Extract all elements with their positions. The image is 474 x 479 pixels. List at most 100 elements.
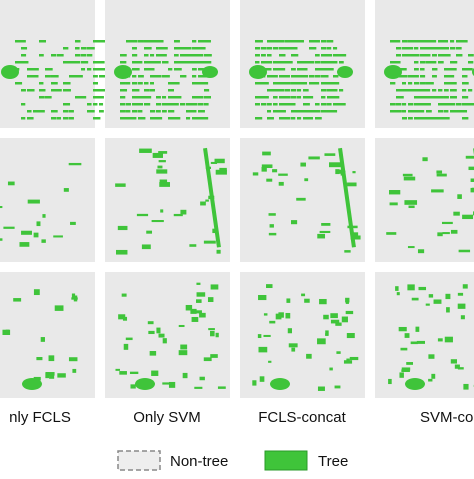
- tree-patch: [269, 233, 276, 235]
- tree-patch: [315, 110, 321, 113]
- tree-patch: [33, 110, 40, 113]
- column-label: Only SVM: [133, 409, 201, 426]
- tree-patch: [438, 117, 444, 120]
- tree-patch: [93, 89, 100, 92]
- tree-patch: [255, 103, 260, 106]
- tree-patch: [417, 341, 425, 344]
- tree-patch: [426, 110, 432, 113]
- tree-patch: [309, 110, 315, 113]
- tree-patch: [120, 110, 126, 113]
- tree-patch: [306, 354, 312, 359]
- tree-patch: [303, 103, 310, 106]
- tree-patch: [408, 47, 413, 50]
- tree-patch: [402, 40, 408, 43]
- tree-patch: [204, 89, 209, 92]
- tree-patch: [426, 54, 430, 57]
- tree-patch: [156, 117, 162, 120]
- tree-patch: [49, 373, 54, 379]
- tree-patch: [303, 117, 310, 120]
- tree-patch: [273, 89, 280, 92]
- tree-patch: [462, 103, 469, 106]
- tree-patch: [315, 82, 319, 85]
- tree-patch: [261, 54, 266, 57]
- tree-patch: [169, 382, 175, 388]
- tree-patch: [468, 167, 474, 170]
- tree-patch: [327, 68, 334, 71]
- tree-patch: [408, 54, 414, 57]
- tree-patch: [21, 89, 26, 92]
- tree-patch: [432, 89, 436, 92]
- tree-patch: [36, 357, 42, 360]
- tree-patch: [335, 386, 341, 389]
- tree-patch: [426, 89, 430, 92]
- tree-patch: [291, 54, 298, 57]
- tree-patch: [162, 75, 170, 78]
- tree-patch: [339, 103, 346, 106]
- tree-patch: [174, 40, 180, 43]
- tree-patch: [264, 313, 268, 315]
- tree-patch: [279, 47, 286, 50]
- tree-patch: [276, 314, 282, 320]
- tree-patch: [41, 337, 45, 342]
- tree-patch: [317, 234, 325, 239]
- tree-patch: [192, 103, 198, 106]
- tree-patch: [352, 171, 355, 173]
- tree-patch: [339, 61, 344, 64]
- tree-patch: [21, 231, 32, 235]
- tree-patch: [404, 177, 415, 181]
- tree-patch: [269, 213, 276, 216]
- tree-patch: [327, 89, 334, 92]
- tree-patch: [34, 233, 39, 238]
- tree-patch: [186, 47, 192, 50]
- tree-patch: [420, 75, 425, 78]
- tree-patch: [333, 89, 337, 92]
- tree-patch: [458, 293, 463, 296]
- tree-patch: [159, 334, 165, 338]
- tree-patch: [285, 61, 293, 64]
- tree-patch: [321, 110, 327, 113]
- tree-patch: [196, 299, 202, 303]
- tree-patch: [21, 61, 28, 64]
- column-label: nly FCLS: [9, 409, 71, 426]
- tree-patch: [279, 75, 286, 78]
- tree-patch: [431, 189, 444, 192]
- tree-patch: [93, 75, 98, 78]
- tree-patch: [204, 96, 211, 99]
- tree-patch: [262, 167, 267, 172]
- tree-patch: [63, 110, 69, 113]
- tree-patch: [81, 47, 87, 50]
- tree-patch: [399, 327, 407, 331]
- tree-patch: [34, 289, 40, 295]
- tree-patch: [39, 110, 45, 113]
- tree-patch: [138, 40, 144, 43]
- tree-patch: [327, 103, 332, 106]
- tree-patch: [390, 40, 396, 43]
- tree-patch: [462, 215, 473, 219]
- tree-patch: [198, 103, 204, 106]
- tree-patch: [160, 209, 163, 212]
- tree-patch: [324, 153, 335, 156]
- tree-patch: [87, 68, 91, 71]
- tree-patch: [315, 40, 320, 43]
- tree-patch: [396, 40, 400, 43]
- tree-patch: [321, 89, 327, 92]
- tree-patch: [168, 89, 174, 92]
- tree-patch: [132, 110, 138, 113]
- tree-patch: [273, 47, 278, 50]
- tree-patch: [75, 54, 81, 57]
- tree-patch: [51, 89, 58, 92]
- tree-patch: [438, 61, 444, 64]
- tree-patch: [402, 367, 410, 370]
- tree-patch: [270, 224, 274, 227]
- tree-patch: [346, 311, 353, 314]
- tree-patch: [144, 68, 151, 71]
- tree-patch: [462, 117, 468, 120]
- tree-patch: [420, 110, 424, 113]
- tree-patch: [402, 75, 408, 78]
- tree-patch: [267, 75, 273, 78]
- tree-patch: [466, 156, 474, 159]
- tree-patch: [162, 61, 169, 64]
- tree-patch: [120, 54, 127, 57]
- tree-patch: [163, 338, 167, 343]
- tree-patch: [323, 315, 329, 320]
